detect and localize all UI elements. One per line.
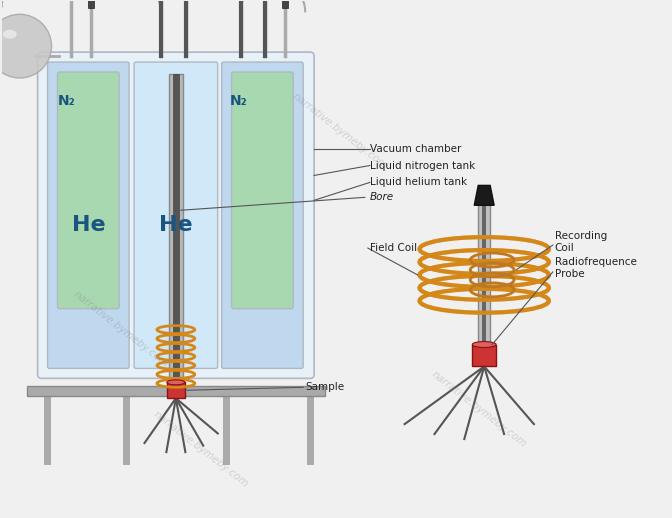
FancyBboxPatch shape [38,52,314,378]
Text: narrative.bymeby.com: narrative.bymeby.com [291,91,389,171]
Ellipse shape [167,380,185,385]
Text: He: He [71,215,105,235]
Bar [482,205,486,365]
FancyBboxPatch shape [48,62,129,368]
Text: Vacuum chamber: Vacuum chamber [370,143,461,154]
Bar [169,74,183,386]
Text: N₂: N₂ [58,94,75,108]
Bar [27,386,325,396]
Bar [167,382,185,398]
FancyBboxPatch shape [232,72,293,309]
Text: narrative.bymeby.com: narrative.bymeby.com [72,290,171,370]
FancyBboxPatch shape [58,72,119,309]
FancyBboxPatch shape [222,62,303,368]
Text: Radiofrequence
Probe: Radiofrequence Probe [555,257,636,279]
Circle shape [0,15,52,78]
Bar [173,74,179,386]
Bar [88,1,94,8]
Text: narrative.bymeby.com: narrative.bymeby.com [430,369,529,449]
Text: Liquid helium tank: Liquid helium tank [370,177,467,188]
Text: He: He [159,215,193,235]
Text: Sample: Sample [305,382,344,392]
Text: N₂: N₂ [230,94,247,108]
Ellipse shape [3,30,17,39]
Text: Field Coil: Field Coil [370,243,417,253]
Bar [282,1,288,8]
Ellipse shape [472,341,496,348]
Text: Recording
Coil: Recording Coil [555,231,607,253]
Bar [478,205,490,365]
Bar [472,344,496,366]
Text: Bore: Bore [370,192,394,203]
Text: narrative.bymeby.com: narrative.bymeby.com [151,409,250,489]
FancyBboxPatch shape [134,62,218,368]
Polygon shape [474,185,494,205]
Text: Liquid nitrogen tank: Liquid nitrogen tank [370,161,475,170]
